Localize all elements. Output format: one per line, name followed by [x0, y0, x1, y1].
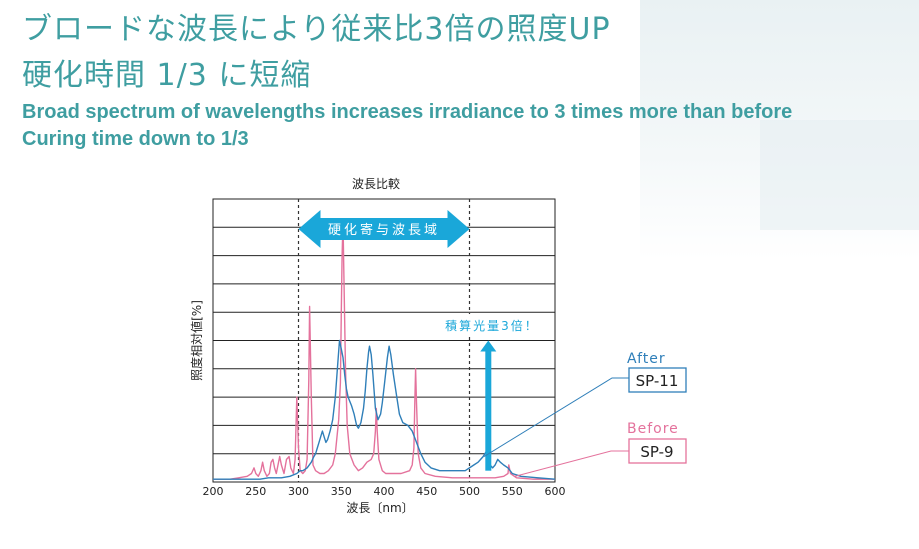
x-tick-label: 450 — [416, 485, 437, 498]
chart-title: 波長比較 — [352, 176, 400, 191]
background-light-panel — [760, 120, 919, 230]
y-axis-label: 照度相対値[%] — [189, 300, 204, 381]
increase-label-bg — [433, 314, 551, 336]
x-tick-label: 600 — [545, 485, 566, 498]
headline-jp-line1: ブロードな波長により従来比3倍の照度UP — [22, 12, 611, 47]
legend-sp11-label: SP-11 — [636, 372, 679, 390]
curing-band-label: 硬化寄与波長域 — [328, 222, 440, 238]
x-tick-label: 250 — [245, 485, 266, 498]
series-line-sp-9 — [213, 220, 555, 480]
headline-en-line1: Broad spectrum of wavelengths increases … — [22, 101, 793, 123]
legend-sp9-leader — [514, 450, 629, 477]
x-tick-label: 300 — [288, 485, 309, 498]
legend-sp11-box — [628, 367, 687, 393]
legend-sp11-leader — [483, 377, 629, 457]
increase-arrow-shaft — [485, 350, 492, 471]
x-tick-label: 550 — [502, 485, 523, 498]
headline-en-line2: Curing time down to 1/3 — [22, 128, 249, 150]
headline-jp-line2: 硬化時間 1/3 に短縮 — [22, 58, 312, 93]
legend-sp9-label: SP-9 — [640, 443, 673, 461]
increase-arrow-head — [480, 340, 497, 352]
series-line-sp-11 — [213, 339, 556, 480]
x-tick-label: 500 — [459, 485, 480, 498]
curing-band-arrow — [298, 210, 470, 248]
increase-label: 積算光量3倍！ — [445, 318, 539, 333]
x-tick-label: 400 — [374, 485, 395, 498]
x-tick-label: 200 — [203, 485, 224, 498]
x-tick-label: 350 — [331, 485, 352, 498]
legend-after-title: After — [627, 351, 666, 367]
x-axis-label: 波長〔nm〕 — [346, 501, 413, 515]
legend-before-title: Before — [627, 421, 679, 437]
